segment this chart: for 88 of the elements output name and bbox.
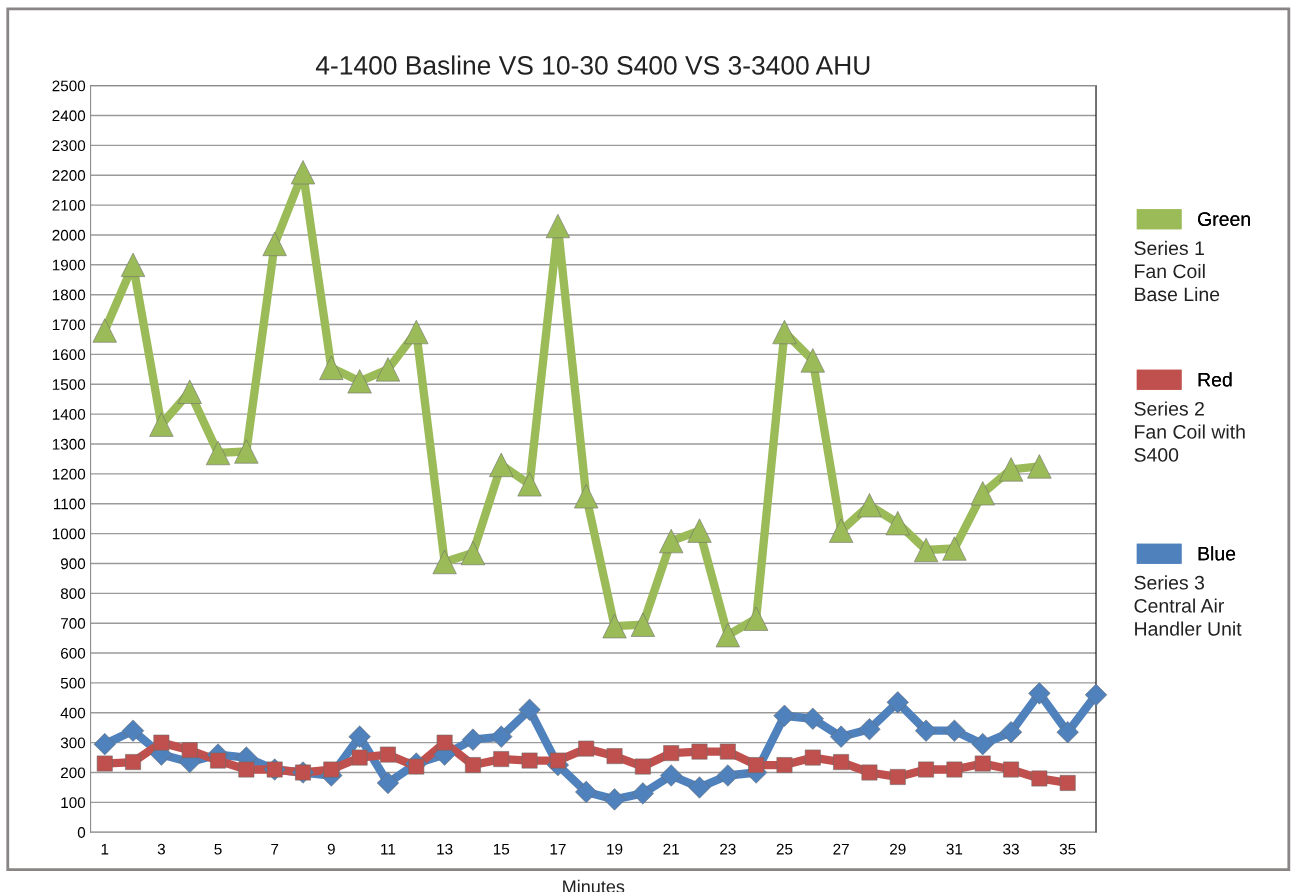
point [715,623,740,648]
x-tick-label: 29 [890,843,906,855]
point [998,457,1024,482]
point [606,748,623,764]
point [461,728,485,751]
point [517,472,542,497]
x-tick-label: 13 [437,843,453,855]
y-tick-label: 0 [77,827,86,838]
point [801,707,824,730]
x-tick-label: 27 [833,843,849,855]
point [177,379,202,404]
point [574,484,599,509]
x-tick-label: 5 [214,843,222,855]
y-tick-label: 2300 [52,140,86,152]
point [319,355,344,380]
x-tick-label: 31 [946,843,963,855]
point [861,764,878,781]
point [347,369,372,394]
y-tick-label: 2400 [52,110,86,122]
y-tick-label: 1000 [52,528,86,540]
y-tick-label: 100 [61,797,86,809]
point [885,511,910,536]
x-tick-label: 23 [720,843,736,855]
legend-label: Red [1198,372,1232,387]
text: Series 3 Central Air Handler Unit [1134,575,1242,636]
x-tick-label: 19 [607,843,623,855]
x-tick-label: 15 [493,843,510,855]
x-tick-label: 21 [663,843,679,855]
point [380,746,396,763]
y-tick-label: 500 [60,677,86,689]
y-tick-label: 1600 [52,349,86,361]
point [490,725,513,748]
point [521,752,538,769]
y-tick-label: 2000 [52,229,86,241]
x-tick-label: 25 [776,843,793,855]
x-tick-label: 9 [327,843,335,855]
point [181,742,198,759]
y-tick-label: 1800 [52,289,86,301]
text: Series 2 Fan Coil with S400 [1134,401,1245,462]
y-tick-label: 2100 [52,199,86,211]
point [660,764,683,787]
y-tick-label: 1100 [54,498,86,510]
point [772,319,797,345]
y-tick-label: 1200 [52,468,86,480]
y-tick-label: 900 [60,558,86,570]
x-tick-label: 17 [550,843,566,855]
y-tick-label: 600 [61,647,86,659]
y-tick-label: 400 [60,707,86,719]
point [404,319,429,345]
point [465,757,481,773]
x-tick-label: 35 [1059,843,1076,855]
point [1031,770,1048,787]
legend-label: Blue [1198,546,1236,561]
y-tick-label: 800 [60,588,86,600]
point [659,528,684,554]
x-tick-label: 11 [381,843,396,855]
chart-title: 4-1400 Basline VS 10-30 S400 VS 3-3400 AHU [315,55,870,75]
point [716,764,739,787]
point [631,782,654,805]
point [918,761,934,778]
point [290,160,316,185]
point [889,769,906,785]
point [1027,454,1052,479]
point [971,733,994,756]
point [375,357,401,382]
point [946,761,963,778]
y-tick-label: 200 [61,767,86,779]
y-tick-label: 700 [61,618,86,629]
y-tick-label: 1900 [52,259,86,271]
y-tick-label: 1700 [52,319,86,331]
point [691,743,708,760]
point [857,493,882,518]
point [886,691,909,714]
point [915,719,938,742]
y-tick-label: 1400 [52,409,86,420]
x-tick-label: 3 [157,843,165,855]
y-tick-label: 2500 [52,80,86,92]
point [663,745,680,762]
y-tick-label: 1300 [52,438,86,450]
y-tick-label: 300 [60,737,86,749]
x-tick-label: 1 [101,843,109,855]
x-tick-label: 33 [1003,843,1019,855]
text: Series 1 Fan Coil Base Line [1134,240,1220,302]
x-tick-label: 7 [271,843,279,855]
y-tick-label: 2200 [52,170,86,181]
y-tick-label: 1500 [52,379,86,390]
legend-label: Green [1198,212,1250,226]
point [748,757,765,773]
